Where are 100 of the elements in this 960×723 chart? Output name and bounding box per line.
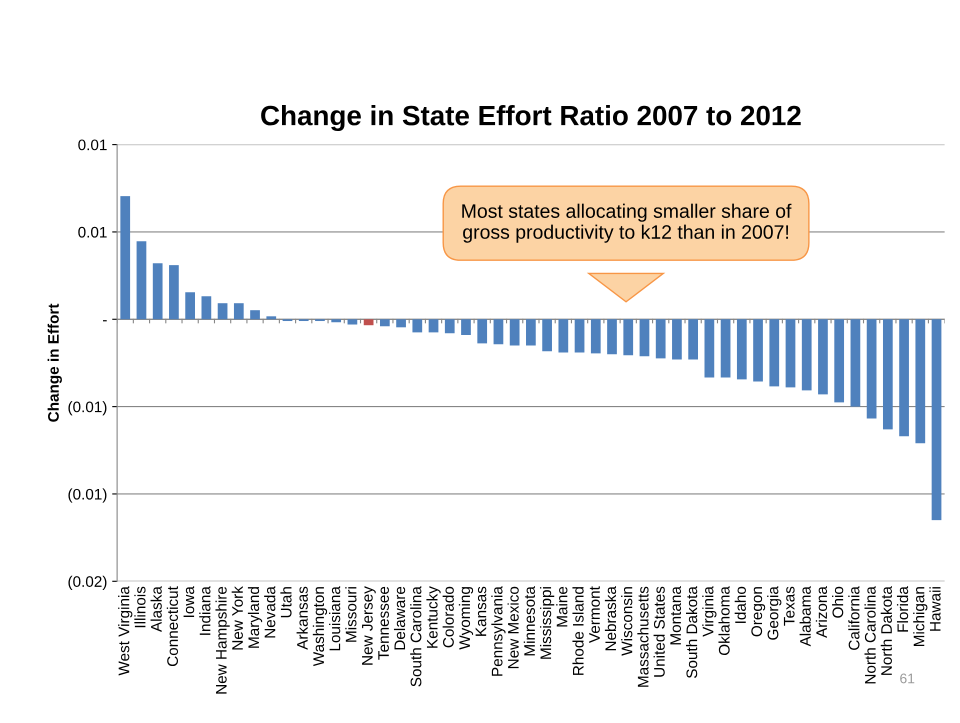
bar (656, 319, 666, 358)
x-tick-label: Pennsylvania (491, 586, 506, 676)
y-tick-label: 0.01 (78, 139, 107, 150)
x-tick-label: Maine (556, 586, 568, 627)
bar (185, 292, 196, 320)
bar (477, 319, 488, 344)
x-tick-label: Maryland (248, 587, 262, 648)
bar (494, 319, 504, 344)
y-tick-label: 0.01 (78, 226, 107, 238)
x-tick-label: New Hampshire (215, 586, 230, 694)
bar (542, 319, 552, 352)
x-tick-label: North Carolina (864, 586, 876, 684)
x-tick-label: Missouri (345, 587, 356, 642)
y-tick-label: (0.02) (68, 576, 106, 590)
x-tick-label: Arizona (816, 586, 828, 638)
chart-title: Change in State Effort Ratio 2007 to 2012 (261, 105, 801, 132)
x-tick-label: Oregon (751, 587, 766, 636)
bar (201, 296, 212, 320)
bar (510, 319, 520, 346)
x-tick-label: Montana (670, 586, 682, 644)
bar (915, 319, 926, 444)
text: 61 (900, 674, 914, 684)
bar (444, 319, 455, 334)
bar (218, 303, 228, 320)
bar (234, 303, 244, 320)
x-tick-label: Georgia (767, 586, 782, 640)
x-tick-label: New Jersey (362, 586, 376, 665)
x-tick-label: Alabama (800, 586, 811, 646)
x-tick-label: Florida (896, 586, 908, 632)
x-tick-label: Wisconsin (621, 587, 632, 656)
bar (850, 319, 860, 407)
x-tick-label: Oklahoma (718, 586, 730, 656)
x-tick-label: New Mexico (508, 586, 519, 668)
x-tick-label: New York (232, 586, 243, 650)
bar (412, 319, 422, 332)
bar (607, 319, 617, 354)
bar (769, 319, 780, 386)
bar (266, 316, 276, 320)
x-tick-label: Iowa (184, 586, 194, 618)
x-tick-label: Nevada (264, 586, 276, 638)
x-tick-label: South Dakota (686, 586, 698, 678)
bar (380, 319, 390, 326)
y-axis-title: Change in Effort (48, 304, 62, 422)
x-tick-label: Idaho (734, 586, 746, 623)
bar (136, 241, 146, 320)
x-tick-label: Louisiana (329, 586, 340, 650)
bar (866, 319, 876, 418)
bar (461, 319, 471, 335)
x-tick-label: North Dakota (880, 586, 892, 675)
x-tick-label: Wyoming (458, 587, 474, 650)
x-tick-label: Hawaii (929, 587, 941, 631)
bar (348, 319, 358, 325)
x-tick-label: Texas (784, 586, 795, 626)
bar (428, 319, 438, 332)
bar (120, 196, 130, 320)
x-tick-label: United States (654, 586, 665, 677)
x-tick-label: Ohio (832, 586, 844, 618)
x-tick-label: South Carolina (410, 586, 422, 687)
x-tick-label: West Virginia (118, 586, 132, 676)
x-tick-label: Colorado (442, 586, 454, 648)
bar (802, 319, 812, 390)
x-tick-label: Indiana (199, 586, 210, 635)
bar (882, 319, 893, 430)
x-tick-label: California (848, 586, 860, 650)
bar (590, 319, 601, 354)
x-tick-label: Kansas (476, 586, 486, 636)
x-tick-label: Connecticut (166, 586, 178, 666)
bar (558, 319, 568, 352)
bar (672, 319, 682, 360)
bar (250, 310, 260, 320)
x-tick-label: Delaware (394, 586, 406, 650)
bar (574, 319, 584, 352)
x-tick-label: Tennessee (378, 586, 389, 660)
x-tick-label: Illinois (134, 586, 146, 628)
bar (623, 319, 634, 356)
x-tick-label: Arkansas (296, 586, 308, 650)
bar (169, 265, 179, 320)
bar (818, 319, 828, 394)
bar (786, 319, 796, 388)
bar (704, 319, 714, 378)
y-tick-label: (0.01) (68, 401, 106, 416)
bar (899, 319, 909, 436)
x-tick-label: Vermont (589, 586, 600, 643)
bar (396, 319, 406, 328)
bar (152, 263, 163, 320)
bar (736, 319, 747, 380)
bar (640, 319, 650, 356)
y-tick-label: - (102, 320, 107, 322)
x-tick-label: Virginia (702, 586, 716, 637)
y-tick-label: (0.01) (68, 488, 106, 503)
bar (526, 319, 536, 346)
x-tick-label: Nebraska (604, 586, 616, 650)
x-tick-label: Mississippi (540, 587, 554, 659)
x-tick-label: Massachusetts (637, 586, 649, 687)
bar (720, 319, 730, 378)
annotation: Most states allocating smaller share of gross productivity to k12 than in 2007! (462, 204, 792, 243)
x-tick-label: Kentucky (426, 586, 441, 648)
x-tick-label: Michigan (913, 587, 928, 646)
x-tick-label: Rhode Island (572, 587, 584, 675)
bar (753, 319, 763, 382)
